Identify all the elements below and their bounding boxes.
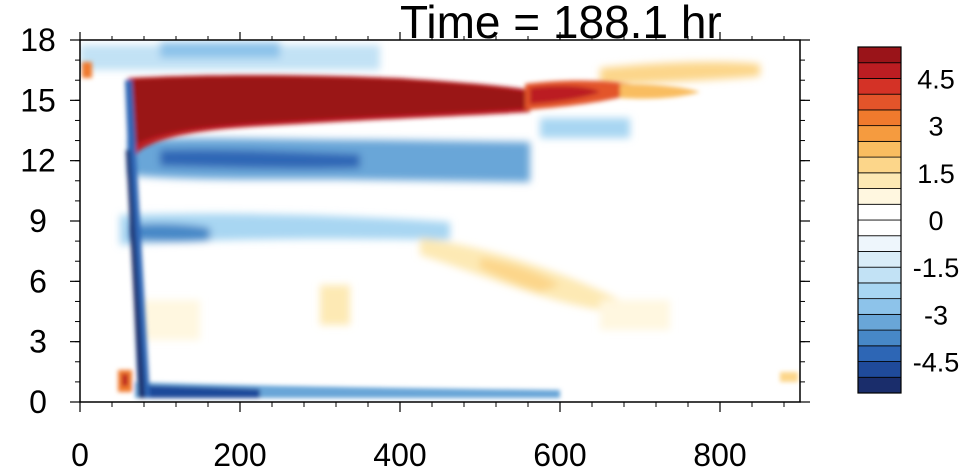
colorbar-tick-label: 1.5 [917, 159, 955, 189]
y-tick-label: 18 [20, 22, 56, 58]
colorbar-frame [857, 46, 902, 394]
colorbar-swatch [857, 251, 902, 268]
colorbar-tick-label: 3 [928, 112, 943, 142]
y-tick-label: 12 [20, 143, 56, 179]
y-tick-label: 15 [20, 82, 56, 118]
colorbar-swatch [857, 62, 902, 79]
colorbar-swatch [857, 282, 902, 300]
x-tick-label: 600 [533, 437, 586, 473]
colorbar-swatch [857, 188, 902, 205]
colorbar-swatch [857, 298, 902, 315]
x-tick-label: 800 [693, 437, 746, 473]
x-tick-label: 0 [71, 437, 89, 473]
colorbar-swatch [857, 140, 902, 158]
y-tick-label: 6 [29, 263, 47, 299]
y-tick-label: 3 [29, 324, 47, 360]
y-tick-label: 0 [29, 384, 47, 420]
colorbar-tick-label: -4.5 [913, 348, 960, 378]
colorbar-swatch [857, 172, 902, 189]
axes-layer: 0 200 400 600 800 0 3 6 9 12 15 18 [20, 22, 810, 473]
chart-title: Time = 188.1 hr [400, 0, 722, 48]
colorbar-tick-label: 0 [928, 206, 943, 236]
colorbar-swatch [857, 203, 902, 221]
colorbar-tick-label: 4.5 [917, 64, 955, 94]
colorbar-swatch [857, 235, 902, 252]
x-tick-label: 200 [213, 437, 266, 473]
colorbar-tick-label: -1.5 [913, 253, 960, 283]
colorbar-swatch [857, 361, 902, 378]
colorbar-swatch [857, 219, 902, 237]
heatmap-field [80, 40, 800, 402]
colorbar-swatch [857, 313, 902, 331]
colorbar-tick-label: -3 [924, 300, 948, 330]
colorbar-swatch [857, 125, 902, 142]
colorbar-swatch [857, 93, 902, 111]
colorbar-swatch [857, 345, 902, 362]
colorbar-swatch [857, 78, 902, 95]
colorbar-swatch [857, 46, 902, 64]
y-tick-label: 9 [29, 203, 47, 239]
x-tick-label: 400 [373, 437, 426, 473]
colorbar: 4.5 3 1.5 0 -1.5 -3 -4.5 [857, 46, 960, 394]
colorbar-swatch [857, 156, 902, 174]
colorbar-swatch [857, 376, 902, 394]
colorbar-swatch [857, 329, 902, 347]
colorbar-swatch [857, 109, 902, 127]
colorbar-swatch [857, 266, 902, 284]
